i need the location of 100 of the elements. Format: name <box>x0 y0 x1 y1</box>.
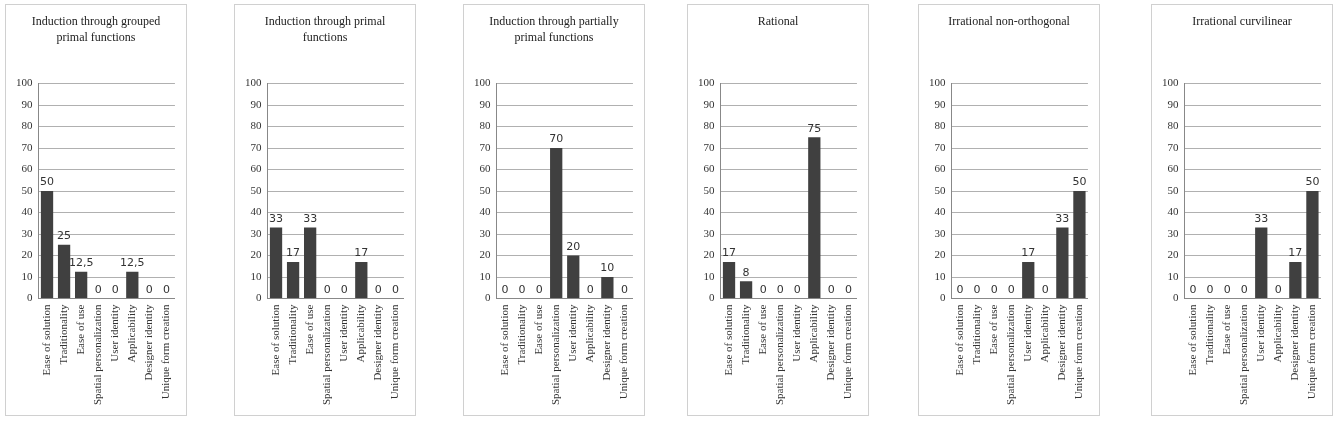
y-tick-label: 90 <box>479 97 491 110</box>
y-tick-label: 70 <box>1167 140 1179 153</box>
data-label: 0 <box>1007 282 1015 296</box>
x-tick-label: Traditionality <box>738 304 751 365</box>
x-tick-label: Traditionality <box>285 304 298 365</box>
y-tick-label: 0 <box>1173 291 1179 304</box>
x-tick-label: Ease of solution <box>721 304 734 376</box>
y-tick-label: 90 <box>1167 97 1179 110</box>
bar <box>1056 227 1069 298</box>
data-label: 0 <box>501 282 509 296</box>
y-tick-label: 90 <box>250 97 262 110</box>
bar <box>1073 191 1086 298</box>
y-tick-label: 20 <box>703 248 715 261</box>
chart-title: Irrational curvilinear <box>1192 13 1292 29</box>
y-tick-label: 70 <box>21 140 33 153</box>
x-tick-label: Ease of solution <box>39 304 52 376</box>
x-tick-label: Spatial personalization <box>773 304 786 405</box>
data-label: 0 <box>1240 282 1248 296</box>
x-tick-label: Ease of solution <box>952 304 965 376</box>
data-label: 17 <box>354 246 369 260</box>
data-label: 12,5 <box>68 256 94 269</box>
x-tick-label: Spatial personalization <box>91 304 104 405</box>
y-tick-label: 80 <box>934 119 946 132</box>
y-tick-label: 50 <box>934 183 946 196</box>
data-label: 0 <box>973 282 981 296</box>
y-tick-label: 0 <box>485 291 491 304</box>
y-tick-label: 0 <box>709 291 715 304</box>
y-tick-label: 0 <box>256 291 262 304</box>
y-tick-label: 80 <box>250 119 262 132</box>
data-label: 50 <box>1305 175 1320 189</box>
y-tick-label: 70 <box>703 140 715 153</box>
y-tick-label: 50 <box>21 183 33 196</box>
bar <box>739 281 753 298</box>
y-tick-label: 20 <box>1167 248 1179 261</box>
data-label: 70 <box>549 132 564 146</box>
x-tick-label: User identity <box>108 304 121 362</box>
y-tick-label: 20 <box>479 248 491 261</box>
bar <box>808 137 821 298</box>
y-tick-label: 40 <box>21 205 33 218</box>
y-tick-label: 50 <box>1167 183 1179 196</box>
x-tick-label: Applicability <box>583 304 596 363</box>
y-tick-label: 30 <box>21 226 33 239</box>
y-tick-label: 40 <box>479 205 491 218</box>
x-tick-label: Designer identity <box>1055 304 1068 381</box>
x-tick-label: User identity <box>1254 304 1267 362</box>
chart-title: Induction through primal functions <box>263 13 387 45</box>
data-label: 0 <box>94 282 102 296</box>
data-label: 0 <box>990 282 998 296</box>
x-tick-label: Applicability <box>354 304 367 363</box>
x-tick-label: Applicability <box>125 304 138 363</box>
data-label: 0 <box>162 282 170 296</box>
data-label: 0 <box>1189 282 1197 296</box>
x-tick-label: Unique form creation <box>159 304 172 400</box>
x-tick-label: Unique form creation <box>1072 304 1085 400</box>
y-tick-label: 30 <box>934 226 946 239</box>
data-label: 0 <box>323 282 331 296</box>
x-tick-label: Spatial personalization <box>1004 304 1017 405</box>
y-tick-label: 70 <box>250 140 262 153</box>
data-label: 10 <box>600 261 615 275</box>
y-tick-label: 100 <box>245 76 262 89</box>
data-label: 0 <box>1041 282 1049 296</box>
x-tick-label: Designer identity <box>600 304 613 381</box>
bar <box>75 271 88 298</box>
y-tick-label: 90 <box>21 97 33 110</box>
y-tick-label: 30 <box>703 226 715 239</box>
x-tick-label: Traditionality <box>1202 304 1215 365</box>
y-tick-label: 50 <box>479 183 491 196</box>
y-tick-label: 80 <box>1167 119 1179 132</box>
y-tick-label: 20 <box>934 248 946 261</box>
y-tick-label: 50 <box>250 183 262 196</box>
y-tick-label: 20 <box>250 248 262 261</box>
y-tick-label: 100 <box>1162 76 1179 89</box>
y-tick-label: 60 <box>21 162 33 175</box>
y-tick-label: 10 <box>703 269 715 282</box>
data-label: 0 <box>1206 282 1214 296</box>
data-label: 0 <box>620 282 628 296</box>
x-tick-label: Ease of solution <box>497 304 510 376</box>
y-tick-label: 30 <box>250 226 262 239</box>
bar <box>57 244 71 298</box>
y-tick-label: 90 <box>703 97 715 110</box>
x-tick-label: Applicability <box>1271 304 1284 363</box>
bar <box>722 261 736 298</box>
data-label: 75 <box>807 121 822 135</box>
y-tick-label: 50 <box>703 183 715 196</box>
data-label: 17 <box>286 246 301 260</box>
x-tick-label: Traditionality <box>56 304 69 365</box>
y-tick-label: 10 <box>250 269 262 282</box>
x-tick-label: Ease of use <box>74 304 87 355</box>
data-label: 0 <box>145 282 153 296</box>
data-label: 0 <box>1274 282 1282 296</box>
y-tick-label: 60 <box>703 162 715 175</box>
x-tick-label: Designer identity <box>371 304 384 381</box>
data-label: 17 <box>1288 246 1303 260</box>
x-tick-label: Spatial personalization <box>549 304 562 405</box>
data-label: 0 <box>1223 282 1231 296</box>
data-label: 50 <box>1072 175 1087 189</box>
x-tick-label: User identity <box>790 304 803 362</box>
bar <box>550 148 563 298</box>
y-tick-label: 30 <box>479 226 491 239</box>
data-label: 0 <box>518 282 526 296</box>
